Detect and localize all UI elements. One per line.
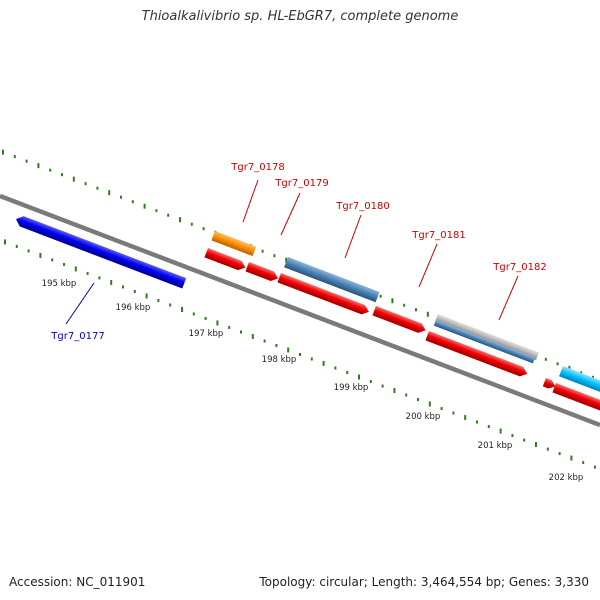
gene-features <box>14 214 600 414</box>
scale-label: 196 kbp <box>116 303 151 313</box>
scale-label: 197 kbp <box>189 329 224 339</box>
scale-labels: 195 kbp 196 kbp 197 kbp 198 kbp 199 kbp 200 k… <box>42 279 584 483</box>
gene-tgr7-0177-feature[interactable] <box>14 214 187 289</box>
genome-title: Thioalkalivibrio sp. HL-EbGR7, complete … <box>141 9 459 24</box>
gene-label[interactable]: Tgr7_0177 <box>50 331 104 342</box>
gene-tgr7-0180-feature[interactable] <box>284 257 380 303</box>
scale-label: 201 kbp <box>478 441 513 451</box>
accession-label: Accession: NC_011901 <box>9 575 146 589</box>
callout-line <box>242 179 259 223</box>
gene-label[interactable]: Tgr7_0181 <box>411 230 465 241</box>
callout-line <box>280 192 301 236</box>
callout-line <box>65 282 95 325</box>
backbone-line <box>0 193 600 428</box>
gene-tgr7-0182-strip-feature[interactable] <box>433 320 536 364</box>
gene-edge-feature[interactable] <box>552 383 600 414</box>
gene-cyan-feature[interactable] <box>559 366 600 395</box>
scale-label: 195 kbp <box>42 279 77 289</box>
gene-tgr7-0180-cds-feature[interactable] <box>277 273 370 317</box>
scale-label: 198 kbp <box>262 355 297 365</box>
callout-line <box>344 214 362 259</box>
callout-line <box>418 243 438 288</box>
inner-tick-track <box>4 239 596 469</box>
gene-tgr7-0178-feature[interactable] <box>211 231 257 257</box>
gene-tgr7-0179-feature[interactable] <box>204 248 247 272</box>
gene-small-feature[interactable] <box>542 378 557 391</box>
scale-label: 200 kbp <box>406 412 441 422</box>
gene-tgr7-0182-feature[interactable] <box>435 314 539 360</box>
gene-label[interactable]: Tgr7_0180 <box>335 201 389 212</box>
genome-summary-label: Topology: circular; Length: 3,464,554 bp… <box>259 575 589 589</box>
gene-label[interactable]: Tgr7_0182 <box>492 262 546 273</box>
callout-line <box>498 275 519 321</box>
gene-tgr7-0181-feature[interactable] <box>372 306 427 335</box>
scale-label: 202 kbp <box>549 473 584 483</box>
gene-label[interactable]: Tgr7_0178 <box>230 162 284 173</box>
gene-callouts: Tgr7_0177 Tgr7_0178 Tgr7_0179 Tgr7_0180 Tgr7… <box>50 162 546 342</box>
gene-tgr7-0182-cds-feature[interactable] <box>425 331 529 378</box>
gene-label[interactable]: Tgr7_0179 <box>274 178 328 189</box>
scale-label: 199 kbp <box>334 383 369 393</box>
gene-tgr7-0179b-feature[interactable] <box>245 262 279 283</box>
